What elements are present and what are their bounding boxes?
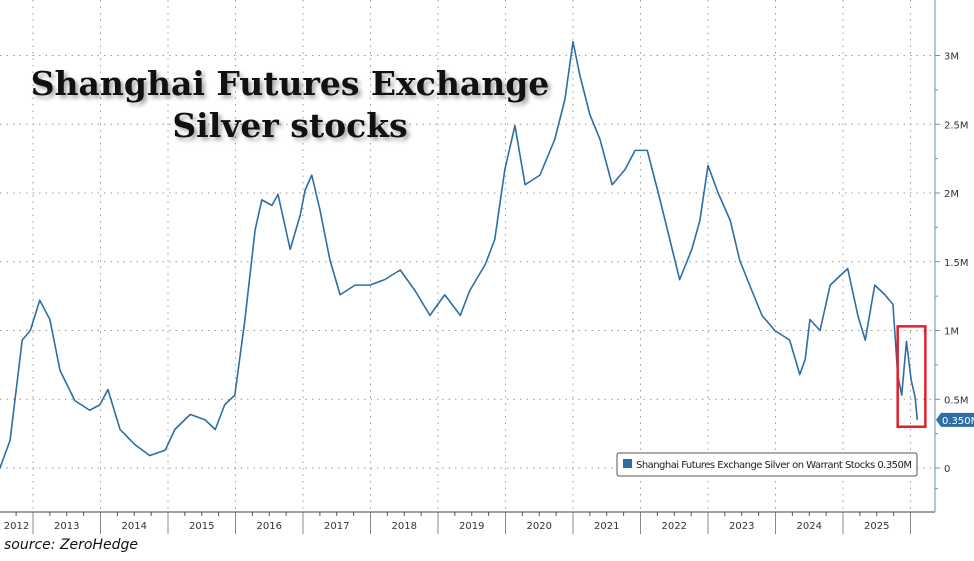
y-tick-label: 1.5M: [944, 258, 969, 269]
highlight-box: [896, 325, 927, 428]
last-value-tag: [936, 412, 974, 427]
legend-swatch: [623, 459, 632, 468]
x-tick-label: 2017: [324, 521, 349, 532]
y-tick-label: 1M: [944, 327, 959, 338]
x-tick-label: 2020: [527, 521, 552, 532]
legend-box: [616, 452, 918, 477]
x-tick-label: 2012: [4, 521, 29, 532]
series-line-silver-stocks: [0, 40, 919, 469]
x-tick-label: 2019: [459, 521, 484, 532]
y-tick-label: 2.5M: [944, 120, 969, 131]
source-note: source: ZeroHedge: [4, 537, 139, 553]
x-tick-label: 2024: [797, 521, 822, 532]
x-tick-label: 2022: [662, 521, 687, 532]
x-tick-label: 2025: [864, 521, 889, 532]
legend-label: Shanghai Futures Exchange Silver on Warr…: [636, 460, 912, 471]
x-tick-label: 2021: [594, 521, 619, 532]
chart-title-line-1: Shanghai Futures Exchange: [30, 64, 550, 103]
x-tick-label: 2015: [189, 521, 214, 532]
last-value-label: 0.350M: [942, 416, 974, 427]
y-tick-label: 3M: [944, 52, 959, 63]
x-tick-label: 2018: [392, 521, 417, 532]
chart-title-line-2: Silver stocks: [172, 106, 408, 145]
x-tick-label: 2023: [729, 521, 754, 532]
y-tick-label: 0: [944, 464, 950, 475]
y-tick-label: 0.5M: [944, 395, 969, 406]
x-tick-label: 2013: [54, 521, 79, 532]
x-tick-label: 2014: [122, 521, 147, 532]
x-tick-label: 2016: [257, 521, 282, 532]
y-tick-label: 2M: [944, 189, 959, 200]
